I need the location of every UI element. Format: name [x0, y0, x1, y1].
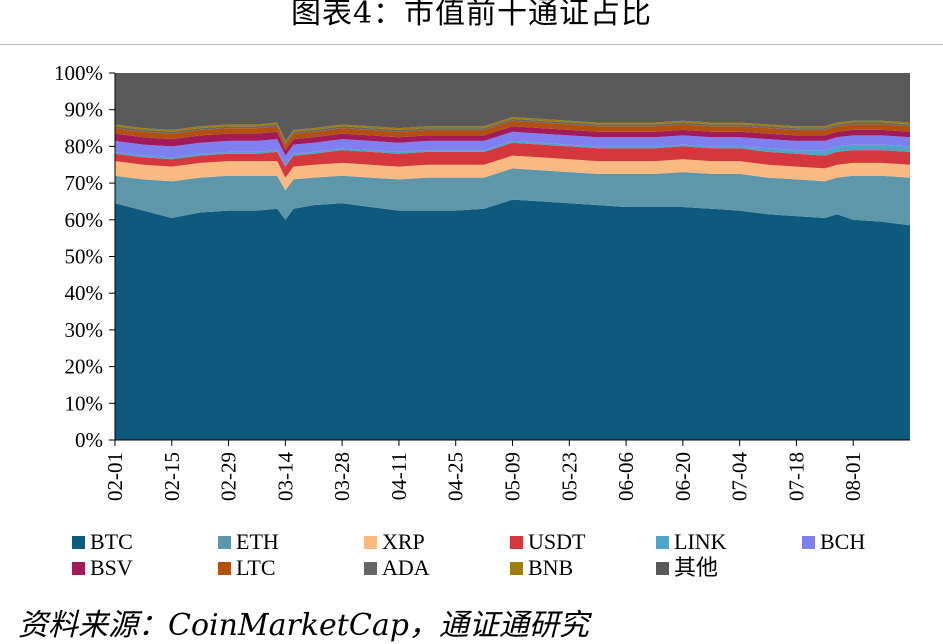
area-ada: [115, 118, 910, 145]
area-usdt: [115, 142, 910, 178]
y-tick-label: 70%: [65, 171, 104, 195]
area-link: [115, 140, 910, 167]
legend-item-link: LINK: [656, 529, 727, 554]
y-tick-label: 90%: [65, 98, 104, 122]
area-其他: [115, 73, 910, 141]
legend-item-btc: BTC: [72, 529, 133, 554]
legend-swatch: [656, 562, 669, 575]
legend-label: ETH: [236, 529, 279, 554]
legend-label: ADA: [382, 555, 430, 580]
legend-item-eth: ETH: [218, 529, 279, 554]
legend-item-bnb: BNB: [510, 555, 573, 580]
area-layers: [115, 73, 910, 440]
y-tick-label: 50%: [65, 245, 104, 269]
legend-swatch: [510, 562, 523, 575]
area-bsv: [115, 126, 910, 156]
legend-swatch: [510, 536, 523, 549]
legend-label: BTC: [90, 529, 133, 554]
legend-swatch: [364, 536, 377, 549]
y-axis: 0% 10% 20% 30% 40% 50% 60% 70% 80% 90% 100%: [54, 61, 116, 452]
legend-swatch: [218, 562, 231, 575]
area-btc: [115, 199, 910, 440]
chart-title: 图表4：市值前十通证占比: [290, 0, 653, 31]
legend-label: LTC: [236, 555, 276, 580]
x-tick-label: 02-29: [217, 452, 241, 501]
x-tick-label: 07-18: [784, 452, 808, 501]
legend-item-其他: 其他: [656, 555, 718, 580]
title-divider: [0, 44, 943, 45]
x-tick-label: 02-01: [103, 452, 127, 501]
y-tick-label: 60%: [65, 208, 104, 232]
y-tick-label: 30%: [65, 318, 104, 342]
legend-label: XRP: [382, 529, 425, 554]
y-tick-label: 0%: [75, 428, 103, 452]
y-tick-label: 80%: [65, 134, 104, 158]
x-tick-label: 06-20: [671, 452, 695, 501]
legend-label: BNB: [528, 555, 573, 580]
legend-item-bsv: BSV: [72, 555, 133, 580]
legend: BTC ETH XRP USDT LINK BCH BSV LTC ADA BNB 其他: [72, 529, 865, 580]
legend-swatch: [72, 562, 85, 575]
x-tick-label: 07-04: [728, 452, 752, 501]
source-note: 资料来源：CoinMarketCap，通证通研究: [18, 608, 589, 643]
x-tick-label: 02-15: [160, 452, 184, 501]
legend-item-usdt: USDT: [510, 529, 586, 554]
x-tick-label: 03-14: [273, 452, 297, 501]
legend-item-ltc: LTC: [218, 555, 276, 580]
legend-label: BCH: [820, 529, 865, 554]
area-bnb: [115, 117, 910, 143]
y-tick-label: 40%: [65, 281, 104, 305]
legend-label: 其他: [674, 555, 718, 580]
x-tick-label: 08-01: [841, 452, 865, 501]
legend-item-xrp: XRP: [364, 529, 425, 554]
x-tick-label: 05-23: [557, 452, 581, 501]
legend-swatch: [72, 536, 85, 549]
x-axis: 02-01 02-15 02-29 03-14 03-28 04-11 04-25 05-09…: [103, 439, 910, 501]
legend-swatch: [802, 536, 815, 549]
legend-item-ada: ADA: [364, 555, 430, 580]
x-tick-label: 03-28: [330, 452, 354, 501]
legend-swatch: [364, 562, 377, 575]
area-bch: [115, 131, 910, 165]
x-tick-label: 04-25: [444, 452, 468, 501]
y-tick-label: 10%: [65, 391, 104, 415]
x-tick-label: 04-11: [387, 452, 411, 500]
legend-swatch: [218, 536, 231, 549]
x-tick-label: 05-09: [501, 452, 525, 501]
x-tick-label: 06-06: [614, 452, 638, 501]
area-xrp: [115, 155, 910, 191]
legend-swatch: [656, 536, 669, 549]
legend-label: BSV: [90, 555, 133, 580]
area-ltc: [115, 120, 910, 151]
stacked-area-chart: 0%10%20%30%40%50%60%70%80%90%100% 02-01 0…: [54, 61, 910, 580]
y-tick-label: 100%: [54, 61, 103, 85]
area-eth: [115, 168, 910, 226]
legend-item-bch: BCH: [802, 529, 865, 554]
legend-label: LINK: [674, 529, 727, 554]
y-tick-label: 20%: [65, 355, 104, 379]
legend-label: USDT: [528, 529, 586, 554]
